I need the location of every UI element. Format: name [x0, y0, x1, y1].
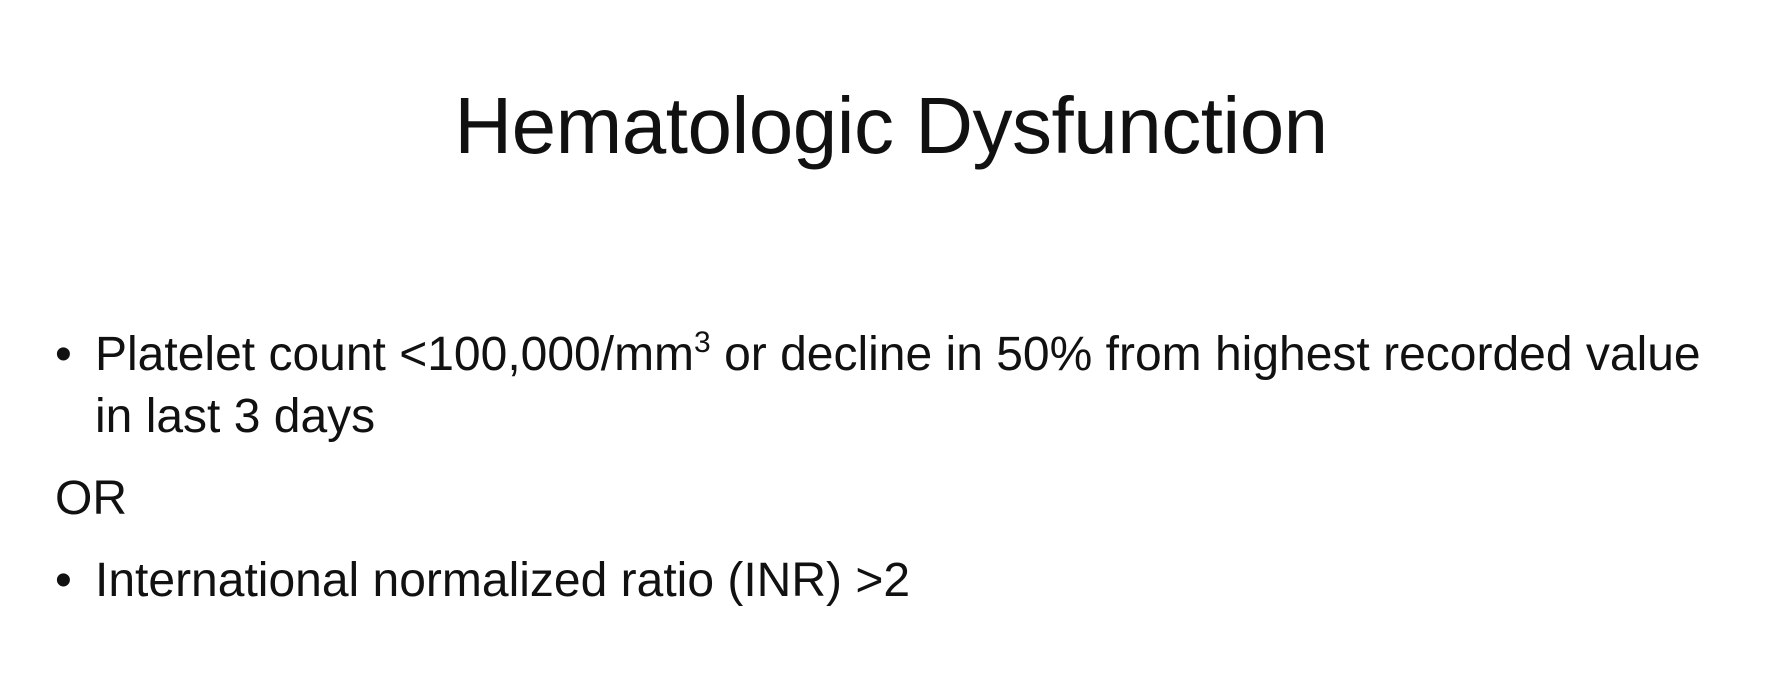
or-separator: OR	[55, 472, 127, 525]
bullet-item-inr: • International normalized ratio (INR) >…	[55, 550, 1735, 612]
superscript-exponent: 3	[694, 326, 711, 359]
bullet-marker: •	[55, 554, 72, 607]
bullet-item-platelet: • Platelet count <100,000/mm3 or decline…	[55, 324, 1735, 448]
bullet-text: International normalized ratio (INR) >2	[95, 554, 911, 607]
slide-body: • Platelet count <100,000/mm3 or decline…	[55, 324, 1735, 612]
bullet-marker: •	[55, 328, 72, 381]
bullet-text-part: Platelet count <100,000/mm	[95, 328, 695, 381]
bullet-text-part: or decline in 50% from highest recorded …	[95, 328, 1701, 443]
slide-title: Hematologic Dysfunction	[454, 81, 1328, 170]
